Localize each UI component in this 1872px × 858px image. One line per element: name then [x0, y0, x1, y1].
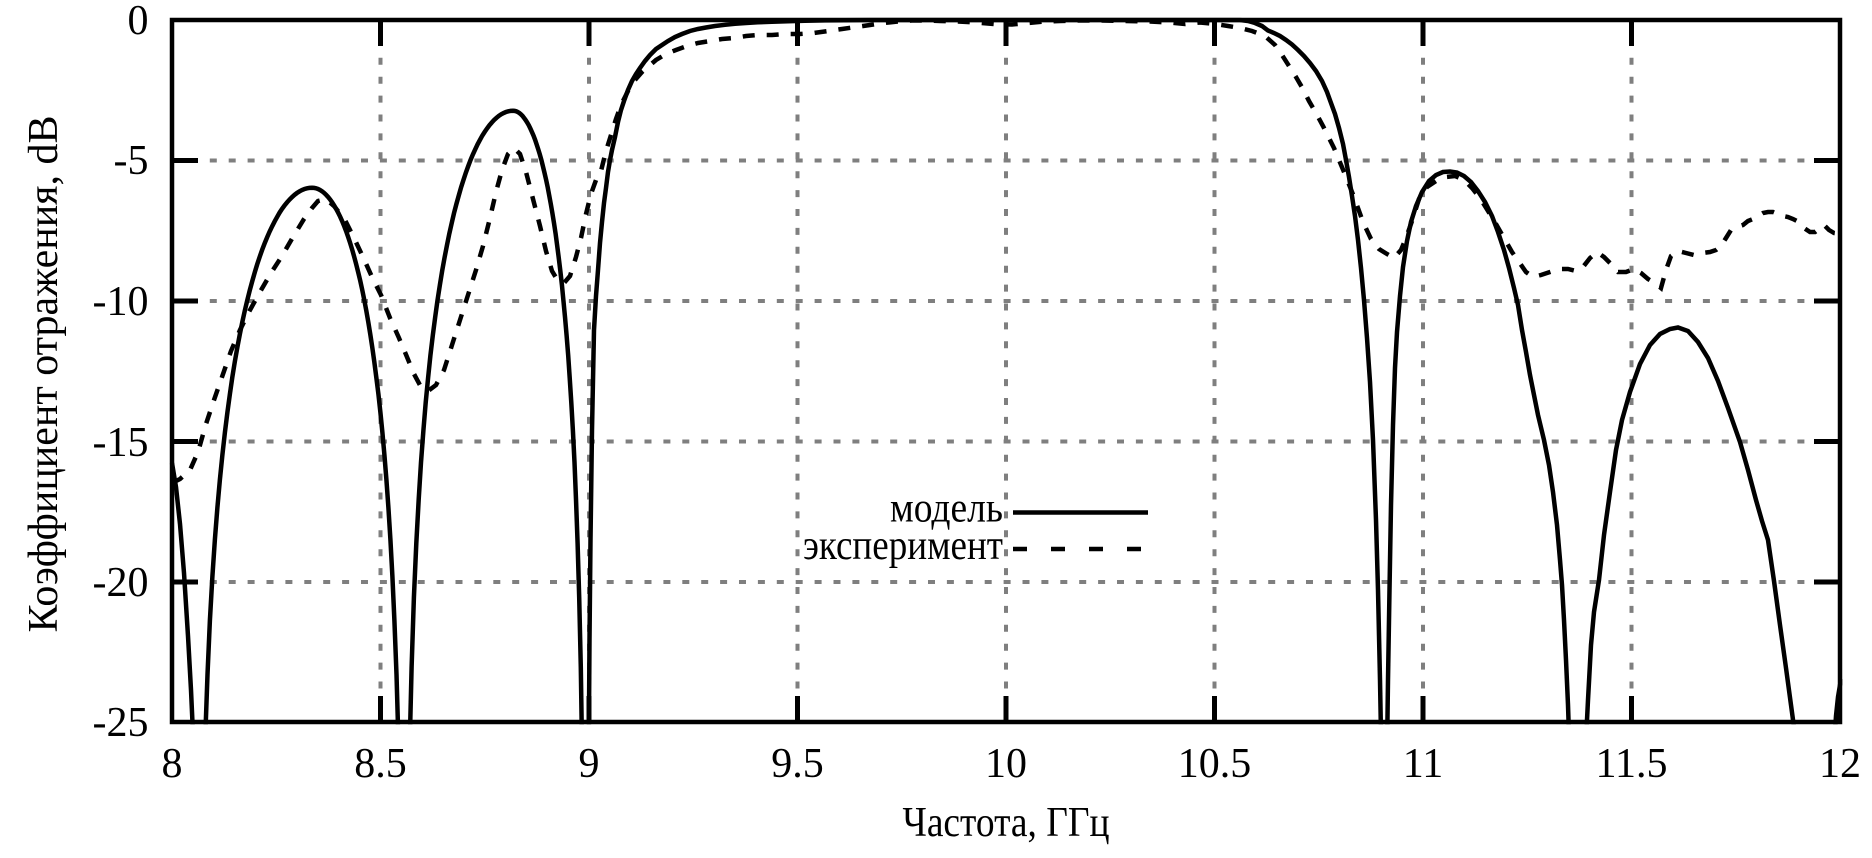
svg-text:12: 12 [1819, 741, 1861, 787]
svg-text:-15: -15 [93, 420, 149, 466]
svg-text:модель: модель [890, 486, 1003, 532]
svg-text:0: 0 [128, 0, 149, 44]
svg-text:8: 8 [162, 741, 183, 787]
svg-text:Коэффициент отражения, dB: Коэффициент отражения, dB [21, 116, 67, 633]
svg-text:11: 11 [1403, 741, 1443, 787]
svg-text:9.5: 9.5 [771, 741, 824, 787]
svg-text:-5: -5 [114, 138, 149, 184]
svg-text:10.5: 10.5 [1178, 741, 1252, 787]
svg-text:11.5: 11.5 [1596, 741, 1668, 787]
svg-text:Частота, ГГц: Частота, ГГц [903, 800, 1110, 846]
svg-text:-25: -25 [93, 700, 149, 746]
svg-text:-10: -10 [93, 279, 149, 325]
svg-text:9: 9 [579, 741, 600, 787]
svg-text:8.5: 8.5 [354, 741, 407, 787]
svg-text:-20: -20 [93, 560, 149, 606]
svg-text:эксперимент: эксперимент [803, 523, 1003, 569]
svg-text:10: 10 [985, 741, 1027, 787]
